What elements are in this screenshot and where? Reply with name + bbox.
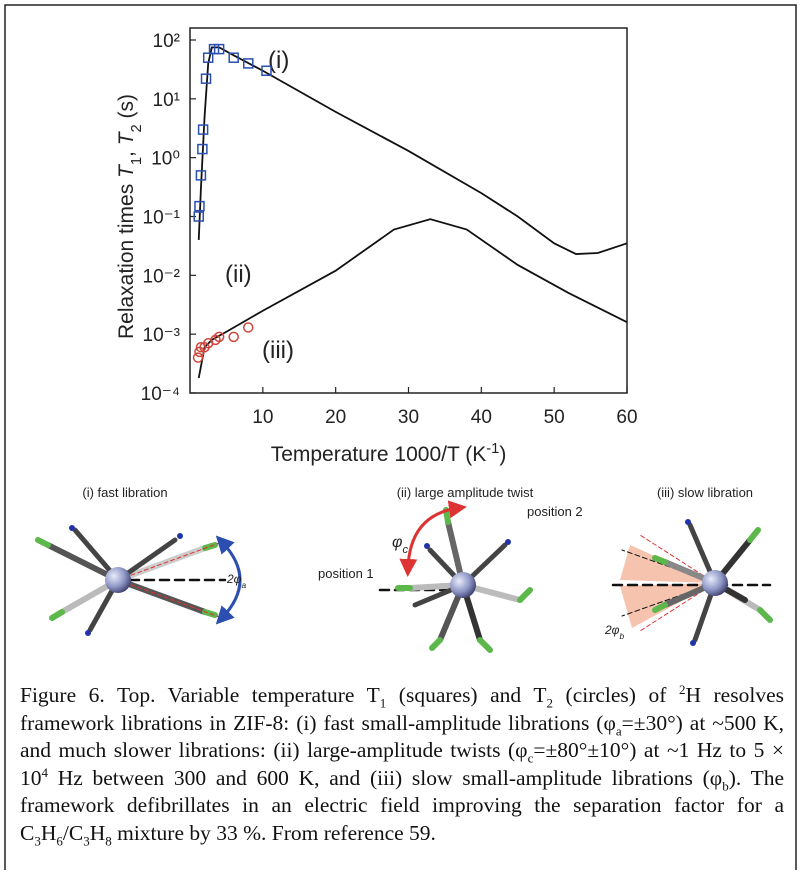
square-point [228, 52, 239, 63]
text-run: ). The framework defibrillates in an ele… [20, 765, 784, 845]
text-run: 2 [129, 124, 145, 132]
text-run: 8 [105, 832, 112, 848]
caption: Figure 6. Top. Variable temperature T1 (… [20, 682, 784, 847]
text-run: H [89, 820, 106, 845]
curve [197, 46, 628, 255]
text-run: T [115, 163, 138, 178]
text-run: 4 [41, 764, 49, 780]
x-tick-label: 20 [325, 407, 346, 428]
angle-label: 2φa [226, 572, 247, 590]
square-point [213, 43, 225, 55]
text-run: 1 [379, 695, 387, 711]
text-run: (s) [115, 94, 138, 124]
square-point [243, 58, 254, 69]
text-run: 2φ [226, 572, 242, 586]
square-point [194, 200, 205, 212]
panel-label: (ii) large amplitude twist [397, 485, 534, 500]
y-tick-label: 10⁰ [151, 149, 180, 170]
molecule-ii [378, 500, 533, 653]
circle-point [243, 322, 254, 333]
text-run: T [115, 130, 138, 145]
text-run: ) [499, 443, 506, 466]
y-tick-label: 10⁻² [143, 266, 181, 287]
text-run: Relaxation times [115, 178, 138, 339]
square-point [261, 65, 272, 77]
x-tick-label: 50 [544, 407, 565, 428]
diagrams: (i) fast libration (ii) large amplitude … [35, 485, 773, 653]
text-run: a [242, 580, 247, 590]
text-run: 2φ [604, 623, 620, 637]
text-run: c [402, 544, 408, 556]
text-run: H [40, 820, 57, 845]
text-run: 3 [83, 832, 90, 848]
x-axis-label: Temperature 1000/T (K-1) [271, 441, 507, 466]
text-run: Figure 6. Top. Variable temperature T [20, 683, 380, 707]
y-tick-label: 10⁻¹ [143, 208, 181, 229]
panel-label: (i) fast libration [82, 485, 167, 500]
text-run: mixture by 33 %. From reference 59. [111, 820, 436, 845]
text-run: -1 [486, 441, 499, 457]
angle-label: φc [392, 534, 408, 556]
text-run: 2 [546, 695, 553, 711]
annotation: (iii) [262, 337, 294, 364]
y-tick-label: 10² [153, 31, 180, 52]
square-point [202, 52, 214, 63]
circle-point [213, 331, 225, 343]
text-run: (squares) and T [386, 683, 547, 707]
square-point [200, 73, 212, 84]
annotation: (ii) [225, 261, 252, 288]
text-run: b [722, 777, 729, 793]
y-tick-label: 10⁻³ [143, 325, 181, 346]
text-run: 2 [678, 681, 686, 697]
plot-frame [189, 27, 628, 394]
x-tick-label: 40 [471, 407, 492, 428]
text-run: =±80°±10°) at ~1 Hz to 5 × 10 [20, 738, 784, 790]
circle-point [228, 331, 239, 343]
molecule-i [35, 525, 242, 636]
text-run: 6 [56, 832, 63, 848]
square-point [195, 170, 207, 181]
x-tick-label: 60 [616, 407, 637, 428]
text-run: Hz between 300 and 600 K, and (iii) slow… [48, 765, 723, 790]
panel-label: (iii) slow libration [657, 485, 753, 500]
text-run: 3 [34, 832, 41, 848]
text-run: c [527, 750, 534, 766]
figure-frame [4, 4, 797, 870]
y-tick-label: 10⁻⁴ [141, 384, 180, 405]
y-axis-label: Relaxation times T1, T2 (s) [115, 94, 145, 339]
square-point [197, 124, 209, 135]
text-run: (circles) of [552, 683, 679, 707]
text-run: b [620, 631, 625, 641]
angle-label: 2φb [604, 623, 625, 641]
x-tick-label: 10 [252, 407, 273, 428]
text-run: =±30°) at ~500 K, and much slower librat… [20, 710, 784, 763]
x-tick-label: 30 [398, 407, 419, 428]
text-run: 1 [129, 157, 145, 165]
text-run: a [615, 722, 622, 738]
text-run: φ [392, 534, 402, 551]
circle-point [192, 352, 204, 363]
text-run: H resolves framework librations in ZIF-8… [20, 683, 784, 735]
position-label: position 2 [527, 504, 583, 519]
square-point [193, 211, 204, 222]
square-point [197, 143, 208, 155]
text-run: , [115, 145, 138, 157]
y-tick-label: 10¹ [153, 90, 180, 111]
text-run: Temperature 1000/T (K [271, 443, 487, 466]
molecule-iii [611, 519, 773, 646]
text-run: /C [62, 820, 84, 845]
annotation: (i) [268, 47, 289, 74]
position-label: position 1 [318, 566, 374, 581]
